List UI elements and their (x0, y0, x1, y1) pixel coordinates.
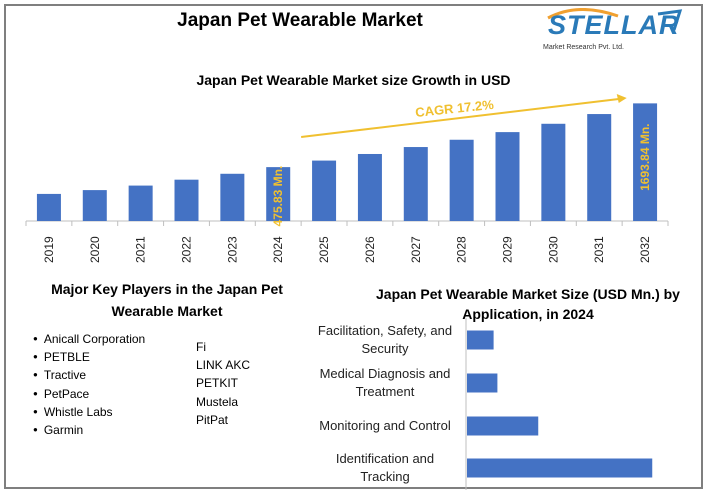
bar-2031 (587, 114, 612, 221)
x-tick-label: 2022 (180, 236, 194, 263)
bar-chart-title: Japan Pet Wearable Market size Growth in… (196, 72, 511, 88)
application-label-line: Treatment (355, 384, 415, 399)
key-player-item: Whistle Labs (33, 403, 145, 421)
page-title: Japan Pet Wearable Market (177, 10, 423, 31)
logo-name: STELLAR (548, 10, 680, 40)
key-player-item: LINK AKC (196, 358, 251, 373)
key-player-item: Tractive (33, 366, 145, 384)
x-tick-label: 2027 (409, 236, 423, 263)
x-tick-label: 2026 (363, 236, 377, 263)
application-label-line: Facilitation, Safety, and (317, 323, 453, 338)
application-bar (467, 330, 494, 350)
data-label-2032: 1693.84 Mn. (638, 123, 652, 190)
application-label: Monitoring and Control (305, 417, 465, 435)
bar-2019 (36, 193, 61, 221)
logo-swoosh-icon (547, 8, 683, 31)
application-chart-title: Japan Pet Wearable Market Size (USD Mn.)… (376, 286, 680, 322)
key-player-item: Garmin (33, 421, 145, 439)
x-tick-label: 2030 (546, 236, 560, 263)
key-player-item: PETKIT (196, 376, 239, 391)
application-label-line: Security (361, 341, 409, 356)
key-players-title: Major Key Players in the Japan Pet Weara… (51, 281, 283, 319)
x-tick-label: 2024 (271, 236, 285, 263)
logo-subtitle: Market Research Pvt. Ltd. (543, 44, 624, 51)
key-players-list-2: Fi LINK AKC PETKIT Mustela PitPat (196, 338, 250, 429)
key-player-item: Fi (196, 340, 206, 354)
application-bar (467, 458, 653, 478)
x-tick-label: 2031 (592, 236, 606, 263)
key-player-item: Anicall Corporation (33, 330, 145, 348)
application-label-line: Monitoring and Control (319, 418, 451, 433)
application-label: Medical Diagnosis and Treatment (305, 365, 465, 401)
data-label-2024: 475.83 Mn. (271, 166, 285, 227)
x-tick-label: 2019 (42, 236, 56, 263)
application-label-line: Tracking (360, 469, 410, 484)
x-tick-label: 2020 (88, 236, 102, 263)
x-tick-label: 2023 (225, 236, 239, 263)
cagr-arrowhead-icon (616, 94, 627, 103)
key-player-item: PitPat (196, 412, 229, 427)
stellar-logo: STELLAR Market Research Pvt. Ltd. (538, 8, 688, 56)
bar-2021 (128, 185, 153, 221)
application-label: Identification and Tracking (305, 450, 465, 486)
x-tick-label: 2028 (455, 236, 469, 263)
key-player-item: PETBLE (33, 348, 145, 366)
bar-2027 (403, 147, 428, 221)
application-label-line: Identification and (335, 451, 435, 466)
application-bar (467, 416, 539, 436)
bar-2028 (449, 139, 474, 221)
x-tick-label: 2021 (134, 236, 148, 263)
key-player-item: PetPace (33, 385, 145, 403)
application-label: Facilitation, Safety, and Security (305, 322, 465, 358)
bar-2022 (174, 179, 199, 221)
bar-2024 (266, 167, 291, 221)
x-tick-label: 2025 (317, 236, 331, 263)
key-players-list-1: Anicall CorporationPETBLETractivePetPace… (33, 330, 145, 439)
bar-2025 (312, 160, 337, 221)
bar-2023 (220, 173, 245, 221)
x-tick-label: 2029 (501, 236, 515, 263)
cagr-arrow (301, 98, 619, 138)
key-player-item: Mustela (196, 394, 239, 409)
bar-2030 (541, 123, 566, 221)
bar-2020 (82, 190, 107, 221)
bar-2029 (495, 132, 520, 221)
bar-2032 (633, 103, 658, 221)
application-label-line: Medical Diagnosis and (319, 366, 451, 381)
application-bar (467, 373, 498, 393)
bar-2026 (357, 153, 382, 221)
x-tick-label: 2032 (638, 236, 652, 263)
